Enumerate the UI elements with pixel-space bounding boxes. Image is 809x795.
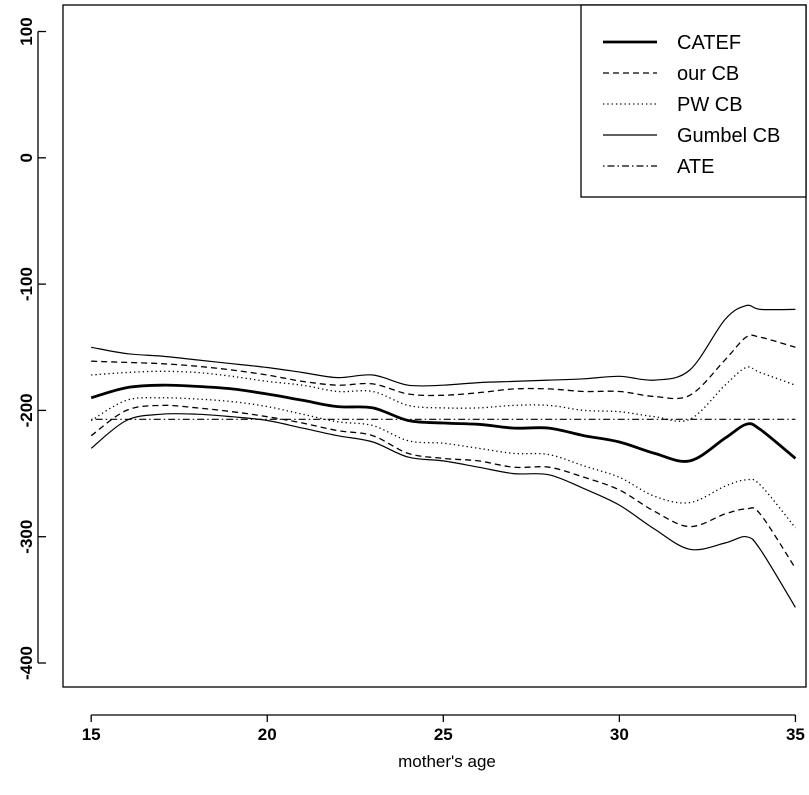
series-line-catef — [90, 383, 797, 463]
y-axis: 100 0 -100 -200 -300 -400 — [17, 17, 46, 680]
series-line-gumbel-cb-lower — [90, 413, 796, 608]
y-tick-label: -100 — [17, 267, 36, 301]
legend: CATEF our CB PW CB Gumbel CB ATE — [580, 4, 807, 198]
legend-label-gumbel-cb: Gumbel CB — [677, 125, 780, 147]
series-layer — [90, 304, 797, 608]
x-tick-label: 20 — [258, 725, 277, 744]
plot-frame — [62, 4, 807, 688]
series-line-pw-cb-lower — [90, 397, 796, 529]
series-line-our-cb-upper — [91, 334, 796, 400]
x-tick-label: 35 — [786, 725, 805, 744]
series-line-gumbel-cb-upper — [91, 304, 796, 387]
x-tick-label: 15 — [82, 725, 101, 744]
x-axis-title: mother's age — [398, 752, 496, 771]
legend-box — [580, 4, 807, 198]
legend-label-our-cb: our CB — [677, 63, 739, 85]
x-axis: 15 20 25 30 35 — [82, 714, 805, 744]
x-tick-label: 30 — [610, 725, 629, 744]
y-tick-label: -200 — [17, 393, 36, 427]
x-tick-label: 25 — [434, 725, 453, 744]
y-tick-label: 100 — [17, 17, 36, 45]
legend-label-ate: ATE — [677, 156, 714, 178]
y-tick-label: -400 — [17, 646, 36, 680]
y-tick-label: -300 — [17, 520, 36, 554]
y-tick-label: 0 — [17, 153, 36, 162]
legend-label-catef: CATEF — [677, 32, 741, 54]
series-line-pw-cb-upper — [91, 366, 796, 422]
legend-label-pw-cb: PW CB — [677, 94, 743, 116]
series-line-our-cb-lower — [90, 404, 796, 569]
